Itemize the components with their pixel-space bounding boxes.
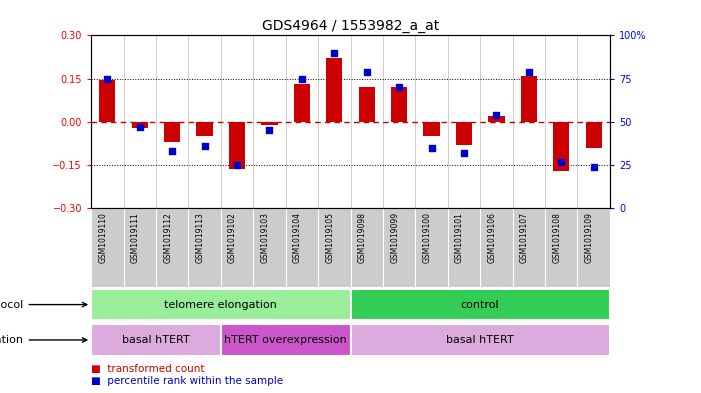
Text: GSM1019101: GSM1019101: [455, 212, 464, 263]
Point: [167, 148, 178, 154]
Text: GSM1019109: GSM1019109: [585, 212, 594, 263]
Point: [556, 158, 567, 165]
Bar: [132, 122, 148, 128]
Text: GSM1019100: GSM1019100: [423, 212, 432, 263]
Bar: [391, 87, 407, 122]
Text: GSM1019105: GSM1019105: [325, 212, 334, 263]
Text: ■  transformed count: ■ transformed count: [91, 364, 205, 374]
Bar: [100, 80, 116, 122]
Bar: [585, 122, 601, 148]
Text: GSM1019106: GSM1019106: [487, 212, 496, 263]
Bar: [359, 87, 375, 122]
Text: basal hTERT: basal hTERT: [447, 335, 514, 345]
Bar: [91, 324, 221, 356]
Point: [588, 163, 599, 170]
Point: [199, 143, 210, 149]
Bar: [553, 122, 569, 171]
Bar: [91, 288, 350, 321]
Text: basal hTERT: basal hTERT: [122, 335, 190, 345]
Text: GSM1019099: GSM1019099: [390, 212, 399, 263]
Title: GDS4964 / 1553982_a_at: GDS4964 / 1553982_a_at: [262, 19, 439, 33]
Text: telomere elongation: telomere elongation: [164, 299, 278, 310]
Text: ■  percentile rank within the sample: ■ percentile rank within the sample: [91, 376, 283, 386]
Text: genotype/variation: genotype/variation: [0, 335, 87, 345]
Bar: [521, 76, 537, 122]
Text: GSM1019112: GSM1019112: [163, 212, 172, 263]
Point: [491, 112, 502, 118]
Bar: [294, 84, 310, 122]
Point: [231, 162, 243, 168]
Text: GSM1019111: GSM1019111: [131, 212, 139, 263]
Text: control: control: [461, 299, 500, 310]
Text: GSM1019104: GSM1019104: [293, 212, 302, 263]
Text: GSM1019110: GSM1019110: [98, 212, 107, 263]
Text: GSM1019098: GSM1019098: [358, 212, 367, 263]
Point: [297, 75, 308, 82]
Point: [426, 145, 437, 151]
Text: GSM1019103: GSM1019103: [261, 212, 269, 263]
Point: [102, 75, 113, 82]
Point: [329, 50, 340, 56]
Bar: [221, 324, 350, 356]
Bar: [164, 122, 180, 142]
Bar: [423, 122, 440, 136]
Bar: [229, 122, 245, 169]
Bar: [456, 122, 472, 145]
Point: [458, 150, 470, 156]
Point: [523, 68, 534, 75]
Bar: [196, 122, 212, 136]
Point: [134, 124, 145, 130]
Text: hTERT overexpression: hTERT overexpression: [224, 335, 347, 345]
Text: GSM1019108: GSM1019108: [552, 212, 562, 263]
Point: [264, 127, 275, 134]
Bar: [350, 324, 610, 356]
Bar: [326, 59, 342, 122]
Bar: [489, 116, 505, 122]
Bar: [261, 122, 278, 125]
Text: GSM1019113: GSM1019113: [196, 212, 205, 263]
Text: GSM1019102: GSM1019102: [228, 212, 237, 263]
Bar: [350, 288, 610, 321]
Point: [361, 68, 372, 75]
Point: [393, 84, 404, 90]
Text: GSM1019107: GSM1019107: [520, 212, 529, 263]
Text: protocol: protocol: [0, 299, 87, 310]
